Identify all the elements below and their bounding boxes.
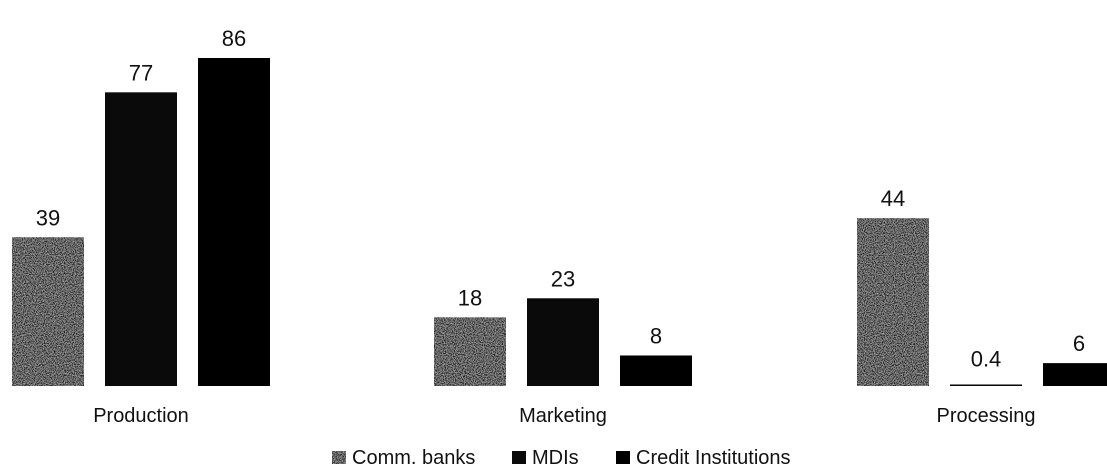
bar-processing-1 — [950, 384, 1022, 386]
category-label-marketing: Marketing — [519, 405, 607, 427]
legend-swatch-2 — [616, 451, 630, 464]
bar-production-0 — [12, 237, 84, 386]
data-label-processing-2: 6 — [1073, 331, 1085, 356]
data-label-processing-0: 44 — [881, 186, 905, 211]
category-label-production: Production — [93, 405, 189, 427]
bar-processing-2 — [1043, 363, 1107, 386]
data-label-production-1: 77 — [129, 60, 153, 85]
legend: Comm. banks MDIs Credit Institutions — [332, 447, 791, 469]
data-label-production-2: 86 — [222, 26, 246, 51]
category-labels-layer: Production Marketing Processing — [93, 405, 1035, 427]
bar-marketing-0 — [434, 317, 506, 386]
data-labels-layer: 39 77 86 18 23 8 44 0.4 6 — [36, 26, 1085, 371]
legend-swatch-0 — [332, 451, 346, 464]
bar-marketing-1 — [527, 298, 599, 386]
data-label-marketing-0: 18 — [458, 285, 482, 310]
legend-label-2: Credit Institutions — [636, 447, 791, 469]
legend-swatch-1 — [512, 451, 526, 464]
bar-production-2 — [198, 58, 270, 386]
data-label-marketing-1: 23 — [551, 266, 575, 291]
bars-layer — [12, 58, 1107, 386]
data-label-processing-1: 0.4 — [971, 346, 1002, 371]
legend-label-0: Comm. banks — [352, 447, 475, 469]
data-label-marketing-2: 8 — [650, 323, 662, 348]
bar-processing-0 — [857, 218, 929, 386]
bar-production-1 — [105, 92, 177, 386]
data-label-production-0: 39 — [36, 205, 60, 230]
category-label-processing: Processing — [937, 405, 1036, 427]
legend-label-1: MDIs — [532, 447, 579, 469]
bar-marketing-2 — [620, 355, 692, 386]
